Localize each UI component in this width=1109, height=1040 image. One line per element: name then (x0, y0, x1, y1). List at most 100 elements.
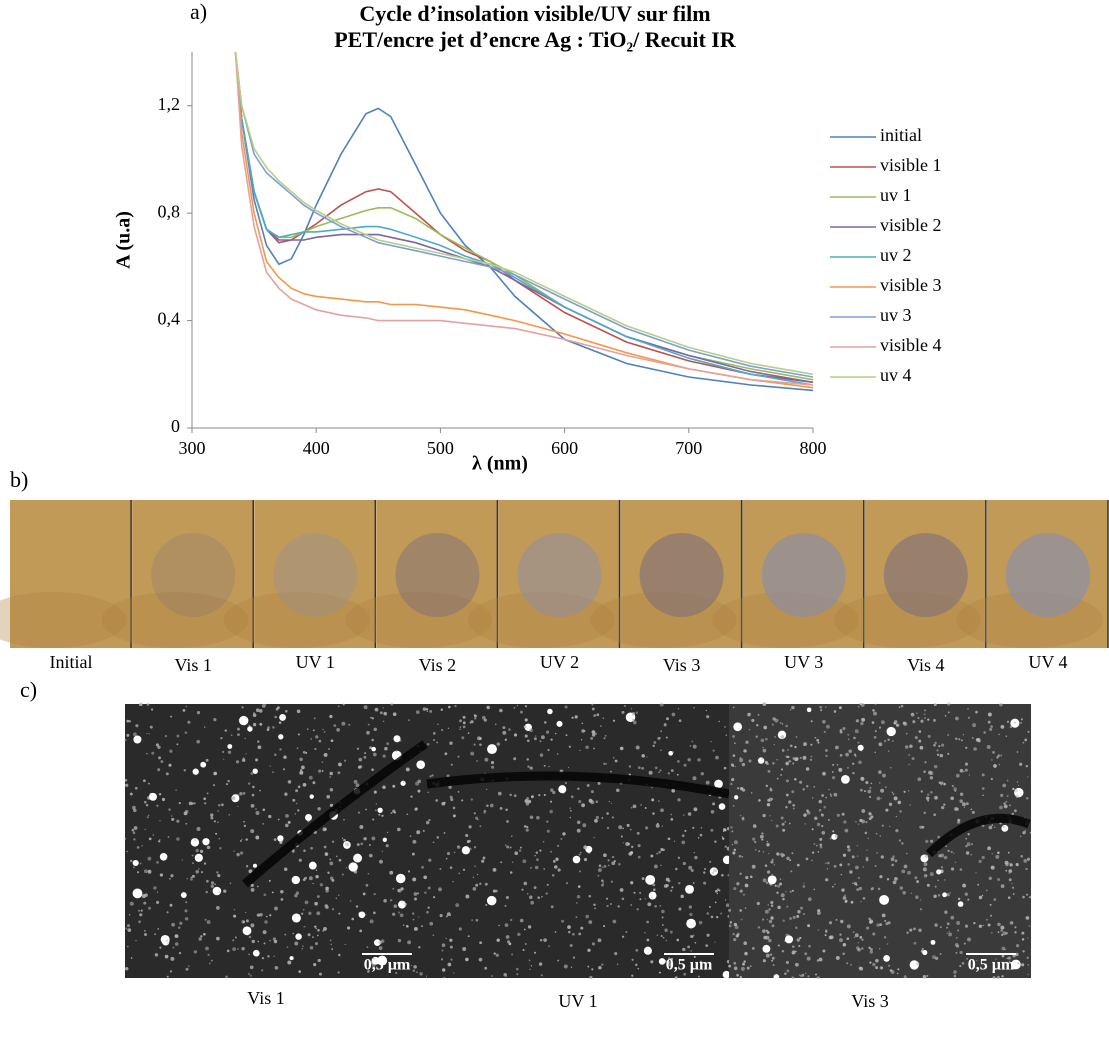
sem-grain (908, 790, 910, 792)
sem-grain (796, 863, 800, 867)
sem-grain (933, 718, 936, 722)
sem-grain (186, 877, 189, 880)
sem-grain (329, 861, 334, 866)
sem-grain (523, 725, 527, 729)
sem-grain (301, 765, 305, 770)
sem-grain (967, 833, 970, 836)
sem-grain (924, 854, 928, 858)
sem-grain (495, 953, 499, 957)
sem-grain (462, 868, 466, 872)
sem-grain (1006, 957, 1009, 960)
sem-grain (811, 828, 814, 831)
sem-grain (688, 905, 692, 909)
sem-grain (544, 721, 547, 724)
series-line (234, 52, 814, 376)
sem-grain (252, 768, 258, 774)
sem-grain (225, 783, 229, 786)
sem-grain (1013, 721, 1017, 724)
sem-grain (284, 933, 287, 936)
sem-grain (511, 861, 514, 863)
sem-grain (804, 972, 807, 975)
sem-grain (567, 925, 571, 929)
sem-grain (881, 824, 884, 827)
sem-grain (825, 754, 828, 758)
sem-grain (788, 822, 791, 825)
sem-grain (452, 806, 456, 810)
sem-grain (832, 885, 834, 888)
sem-grain (331, 908, 335, 911)
sem-grain (1027, 776, 1029, 778)
sem-grain (814, 816, 818, 821)
sem-grain (335, 855, 338, 858)
sem-grain (821, 825, 824, 828)
sem-grain (916, 880, 920, 884)
sem-grain (993, 764, 997, 768)
sem-grain (207, 953, 210, 957)
sem-grain (129, 792, 133, 796)
sem-grain (772, 964, 775, 967)
sem-grain (755, 735, 758, 738)
sem-grain (768, 797, 773, 802)
sem-grain (590, 736, 594, 740)
sem-grain (248, 953, 251, 956)
sem-image (427, 704, 729, 978)
sem-grain (860, 776, 865, 781)
sem-grain (975, 710, 978, 714)
legend-label: visible 4 (880, 335, 942, 355)
sem-grain (706, 933, 710, 937)
sem-grain (530, 795, 534, 799)
sem-grain (428, 858, 432, 862)
sem-grain (940, 866, 944, 869)
sem-grain (664, 928, 668, 932)
sem-grain (938, 745, 941, 748)
sem-grain (734, 742, 736, 744)
sem-grain (955, 951, 958, 954)
sem-grain (892, 855, 895, 858)
sem-grain (373, 727, 377, 732)
sem-grain (587, 965, 590, 968)
sem-grain (578, 800, 582, 804)
sem-grain (129, 901, 134, 906)
sem-grain (807, 975, 810, 978)
sem-grain (1019, 835, 1022, 838)
sem-grain (312, 781, 316, 785)
sem-grain (143, 929, 146, 932)
sem-grain (955, 807, 960, 811)
sem-grain (817, 911, 821, 915)
sem-grain (858, 966, 862, 970)
sem-grain (692, 776, 697, 781)
sem-grain (283, 755, 287, 759)
sem-grain (675, 867, 678, 871)
sem-grain (981, 773, 985, 777)
sem-grain (787, 749, 789, 751)
sem-grain (912, 720, 916, 724)
sem-grain (602, 717, 604, 719)
sem-grain (143, 869, 148, 874)
sem-grain (440, 958, 444, 961)
sem-grain (429, 921, 434, 926)
sem-grain (739, 909, 742, 912)
y-tick-label: 0,4 (158, 309, 181, 329)
sem-grain (239, 791, 243, 796)
sem-grain (618, 825, 623, 830)
sem-grain (158, 793, 162, 796)
sem-grain (739, 975, 742, 979)
sem-grain (740, 918, 743, 921)
sem-grain (842, 727, 846, 731)
sem-grain (492, 868, 497, 872)
sem-grain (143, 932, 148, 937)
sem-grain (856, 888, 860, 892)
sem-grain (1009, 921, 1014, 925)
sem-grain (880, 797, 882, 800)
sem-grain (1008, 872, 1010, 875)
sem-grain (508, 728, 511, 731)
sem-grain (367, 873, 369, 875)
sem-grain (660, 749, 662, 752)
sem-grain (316, 895, 320, 898)
sem-grain (741, 762, 746, 767)
sem-image (729, 704, 1031, 978)
sem-grain (509, 918, 513, 922)
sem-grain (185, 705, 188, 708)
sem-grain (733, 848, 737, 852)
sem-grain (382, 754, 386, 758)
